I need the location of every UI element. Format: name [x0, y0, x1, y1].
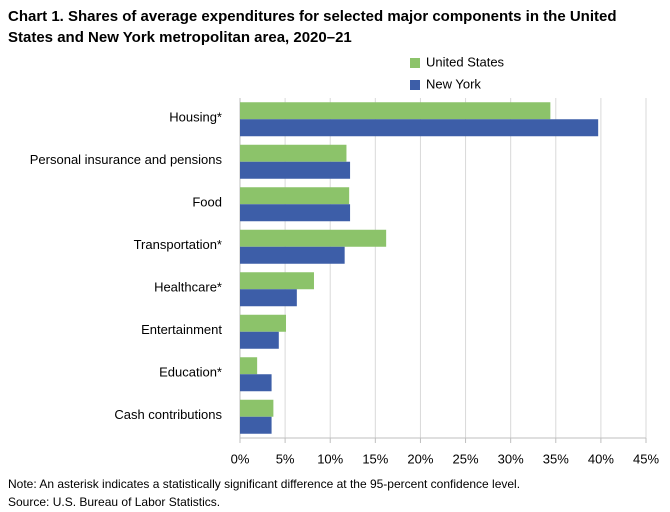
bar [240, 119, 599, 137]
bar [240, 289, 297, 307]
x-tick-label: 0% [231, 451, 250, 466]
source: Source: U.S. Bureau of Labor Statistics. [8, 495, 220, 509]
bar [240, 374, 272, 392]
x-tick-label: 5% [276, 451, 295, 466]
y-tick-label: Cash contributions [114, 407, 222, 422]
x-tick-label: 15% [362, 451, 388, 466]
bar [240, 102, 551, 120]
note: Note: An asterisk indicates a statistica… [8, 477, 520, 491]
y-tick-label: Transportation* [134, 237, 222, 252]
bar [240, 331, 279, 349]
y-tick-label: Entertainment [141, 322, 222, 337]
bar [240, 246, 345, 264]
bar [240, 161, 351, 179]
x-tick-label: 35% [543, 451, 569, 466]
legend-label: United States [426, 54, 505, 69]
x-tick-label: 45% [633, 451, 659, 466]
x-tick-label: 30% [498, 451, 524, 466]
y-tick-label: Healthcare* [154, 280, 222, 295]
legend-swatch [410, 58, 420, 68]
x-tick-label: 25% [453, 451, 479, 466]
y-tick-label: Food [192, 195, 222, 210]
bar [240, 416, 272, 434]
y-tick-label: Education* [159, 365, 222, 380]
y-tick-label: Personal insurance and pensions [30, 152, 223, 167]
legend-label: New York [426, 76, 481, 91]
bar [240, 229, 387, 247]
x-tick-label: 10% [317, 451, 343, 466]
bar [240, 272, 314, 290]
bar [240, 314, 287, 332]
x-tick-label: 20% [407, 451, 433, 466]
bar [240, 399, 274, 417]
bar [240, 357, 258, 375]
x-tick-label: 40% [588, 451, 614, 466]
y-tick-label: Housing* [169, 110, 222, 125]
bar [240, 204, 351, 222]
bar [240, 144, 347, 162]
chart-title: Chart 1. Shares of average expenditures … [8, 8, 617, 46]
legend-swatch [410, 80, 420, 90]
bar [240, 187, 350, 205]
